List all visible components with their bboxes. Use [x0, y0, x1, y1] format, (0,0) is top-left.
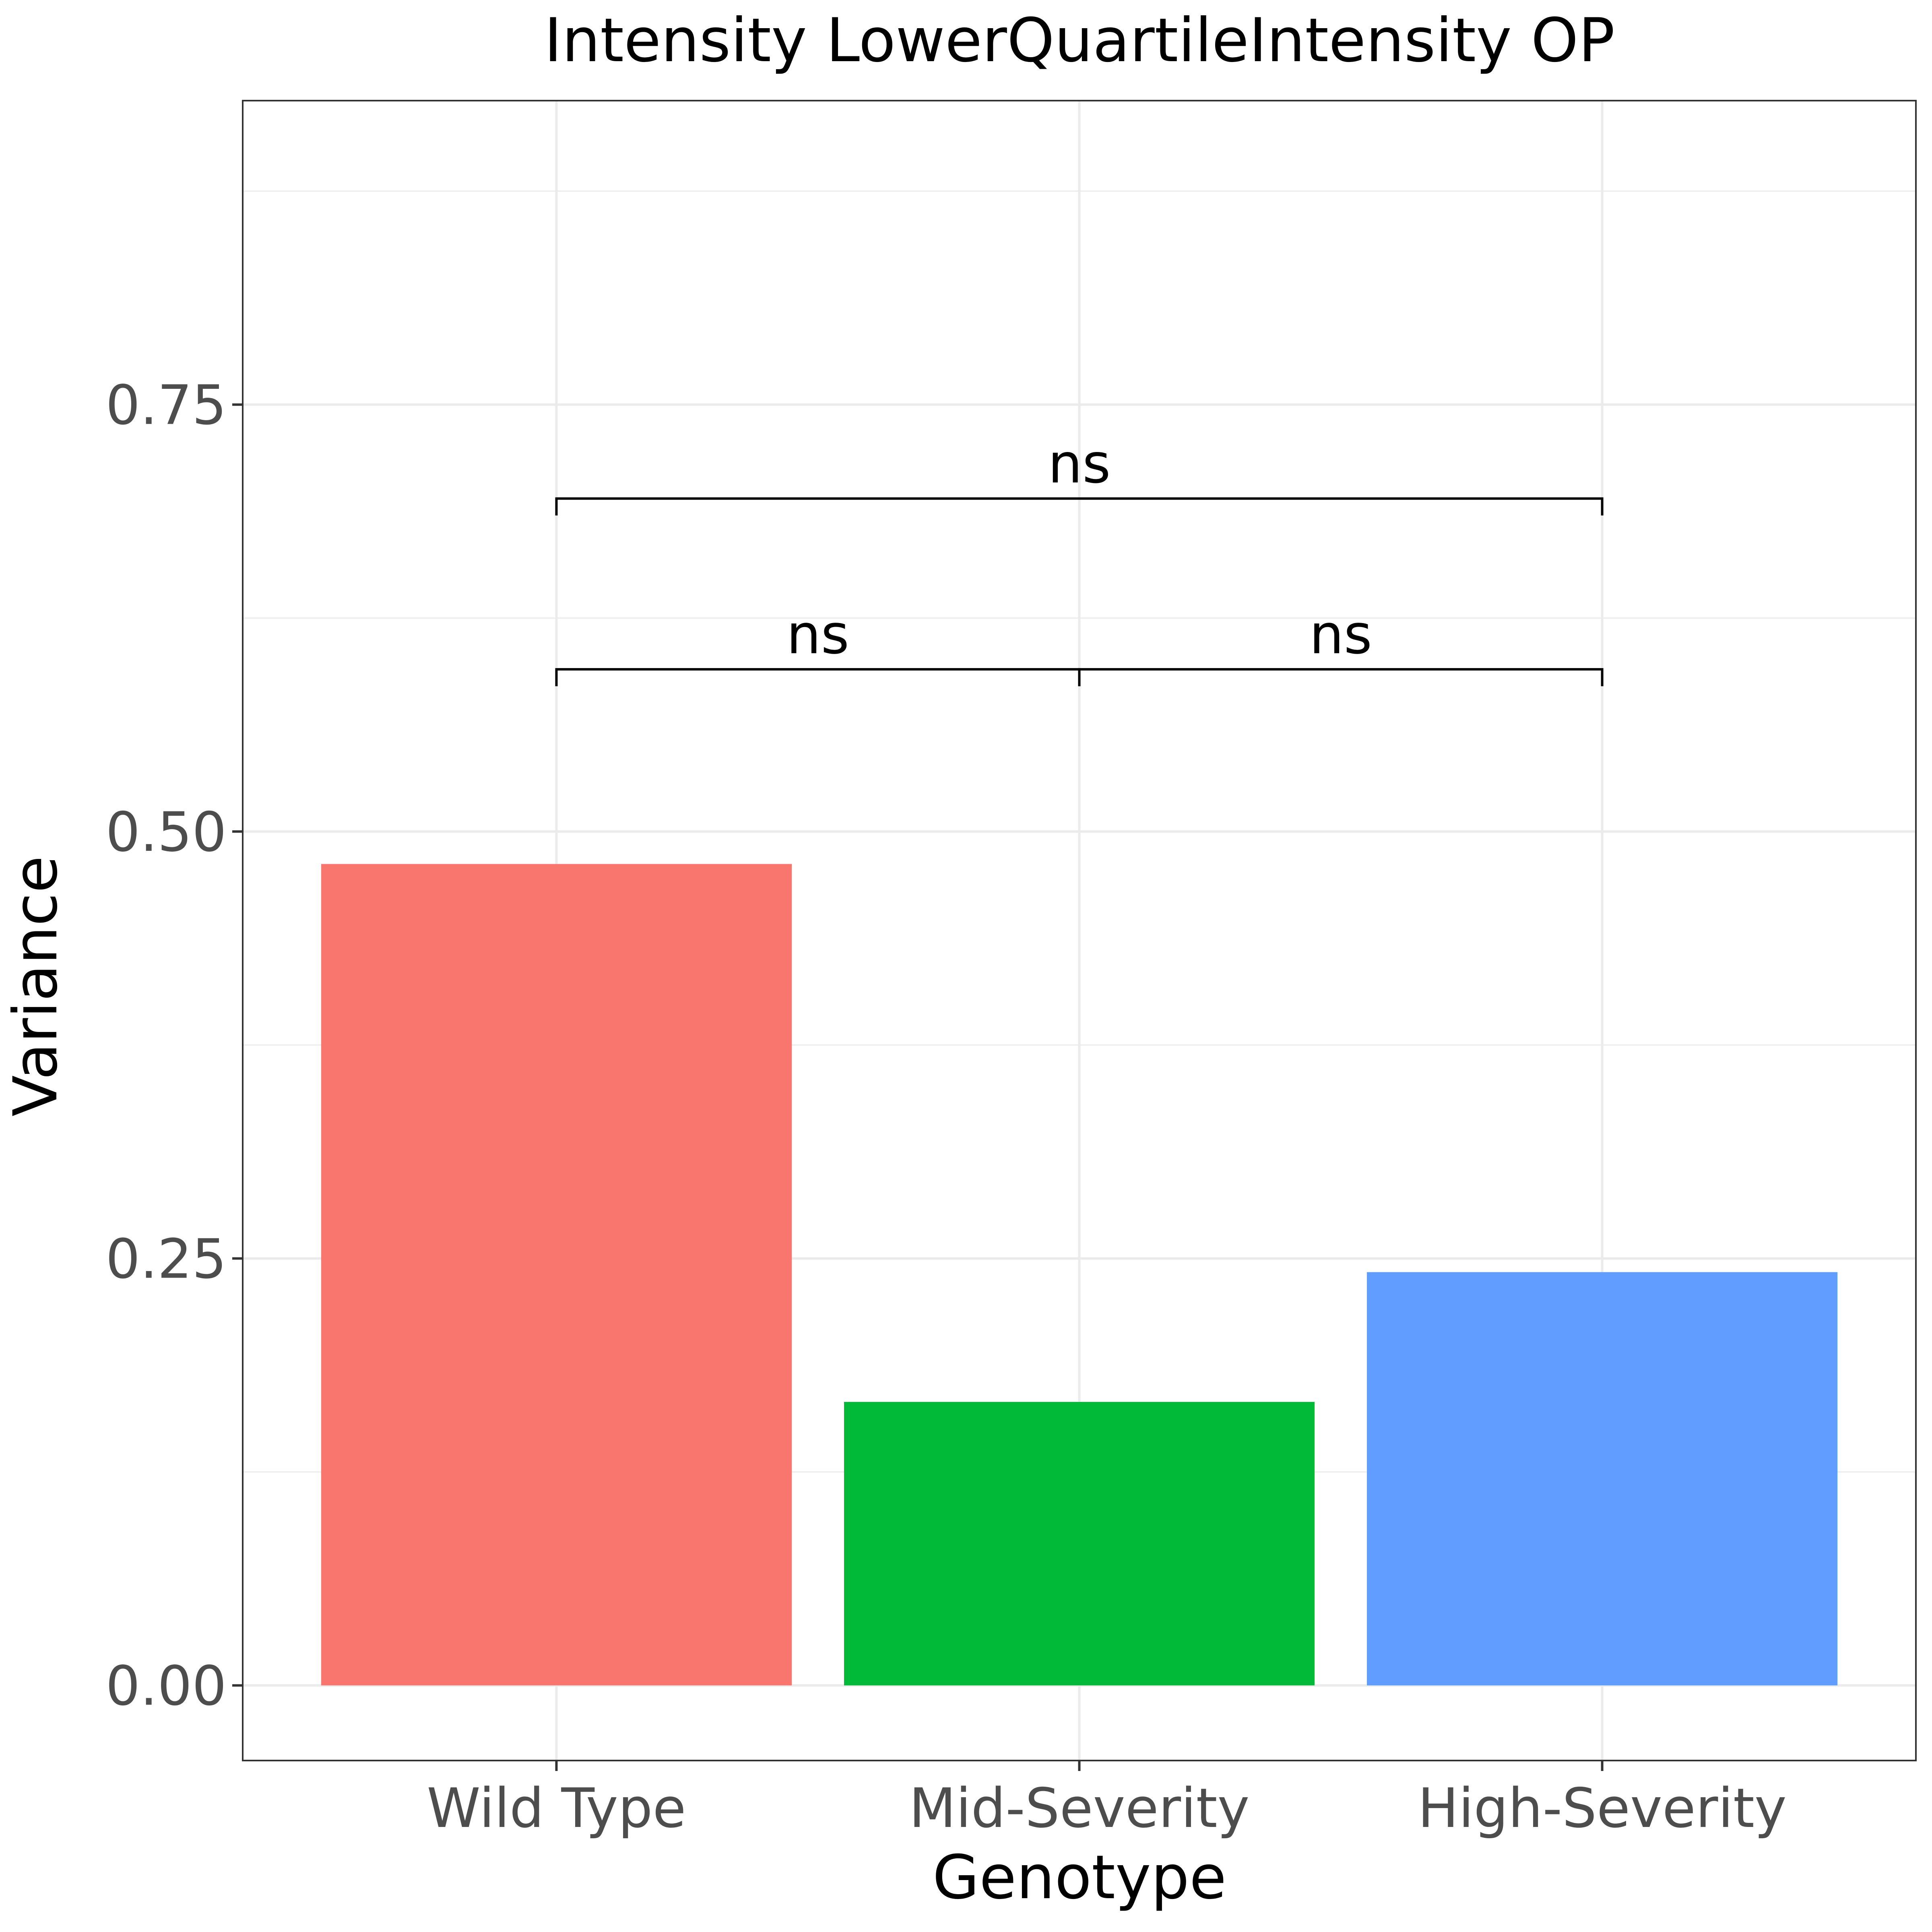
axes: 0.00 0.25 0.50 0.75 Wild Type Mid-Severity Hig…	[105, 374, 1786, 1840]
chart-title: Intensity LowerQuartileIntensity OP	[544, 6, 1615, 76]
x-axis-title: Genotype	[933, 1843, 1226, 1913]
significance-label: ns	[786, 603, 849, 666]
bars	[321, 864, 1838, 1686]
significance-bracket	[555, 497, 1604, 516]
bar-high-severity	[1366, 1272, 1838, 1686]
significance-brackets: ns ns ns	[555, 432, 1604, 686]
x-tick-label: Mid-Severity	[909, 1777, 1250, 1840]
y-tick-label: 0.00	[105, 1654, 227, 1717]
bar-wild-type	[321, 864, 792, 1686]
significance-bracket	[1078, 668, 1604, 686]
significance-bracket	[555, 668, 1081, 686]
y-tick-label: 0.50	[105, 801, 227, 864]
bar-mid-severity	[844, 1402, 1315, 1686]
significance-label: ns	[1309, 603, 1372, 666]
significance-label: ns	[1048, 432, 1111, 495]
y-tick-label: 0.25	[105, 1228, 227, 1291]
x-tick-label: High-Severity	[1418, 1777, 1787, 1840]
y-tick-label: 0.75	[105, 374, 227, 437]
y-axis-title: Variance	[1, 856, 71, 1117]
x-tick-label: Wild Type	[427, 1777, 686, 1840]
